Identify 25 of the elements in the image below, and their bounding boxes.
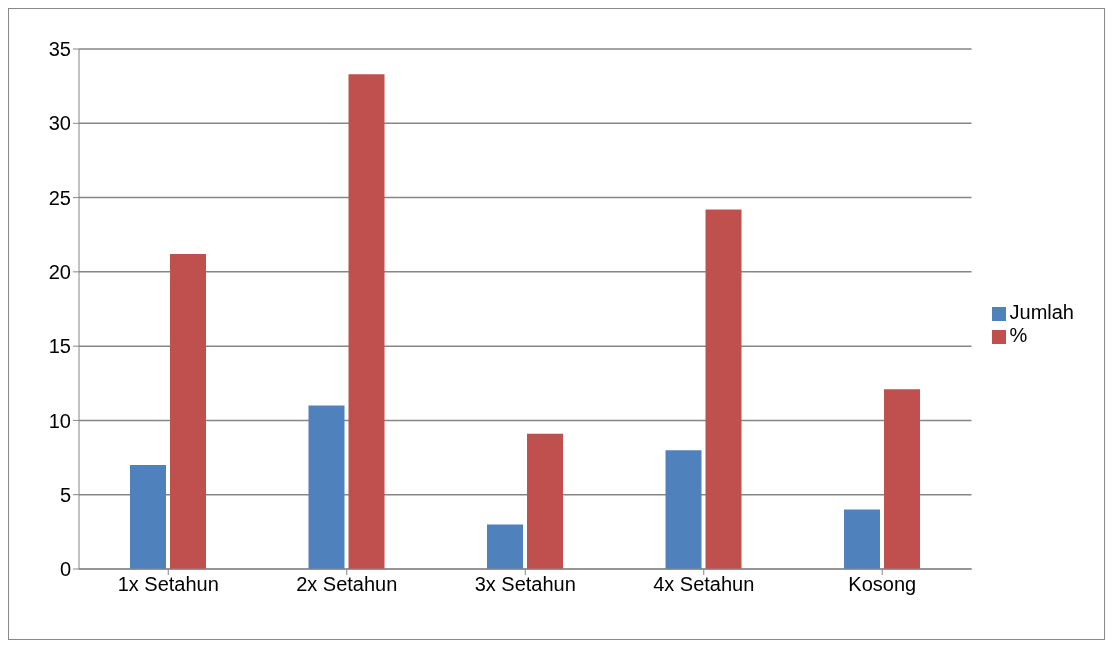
- y-tick-label: 5: [59, 483, 71, 506]
- bar: [170, 254, 206, 569]
- x-tick-label: 1x Setahun: [117, 573, 219, 596]
- bar: [705, 209, 742, 569]
- bar: [844, 509, 881, 569]
- y-tick-label: 10: [48, 409, 71, 432]
- bar: [348, 74, 385, 569]
- bar: [130, 465, 166, 569]
- x-tick-label: 2x Setahun: [296, 573, 398, 596]
- y-tick-label: 20: [48, 260, 71, 283]
- bar: [527, 433, 564, 569]
- x-tick-label: 3x Setahun: [474, 573, 576, 596]
- x-tick-label: Kosong: [848, 573, 917, 596]
- y-tick-label: 0: [59, 558, 71, 581]
- y-tick-label: 15: [48, 335, 71, 358]
- bar: [487, 524, 524, 569]
- y-tick-label: 25: [48, 186, 71, 209]
- bar: [884, 389, 921, 569]
- bar: [308, 405, 345, 569]
- legend-label: %: [1009, 324, 1028, 346]
- x-tick-label: 4x Setahun: [653, 573, 755, 596]
- legend-label: Jumlah: [1009, 301, 1074, 323]
- y-tick-label: 30: [48, 112, 71, 135]
- y-tick-label: 35: [48, 38, 71, 61]
- bar: [665, 450, 702, 569]
